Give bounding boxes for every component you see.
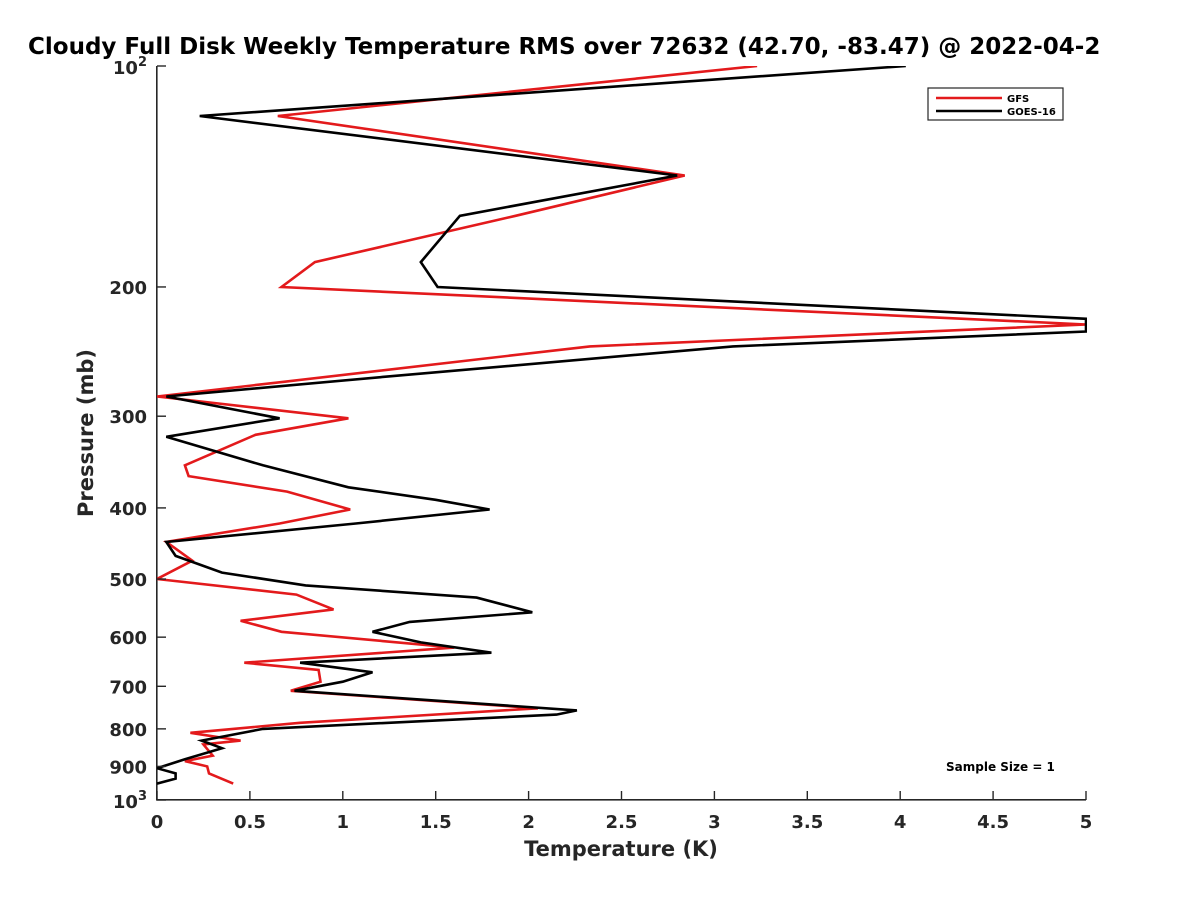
series-line-goes-16 [157,66,1087,785]
y-tick-label: 102 [113,55,147,79]
y-tick-label: 200 [109,278,147,299]
x-tick-label: 1 [337,812,350,833]
y-tick-label: 500 [109,570,147,591]
y-tick-label: 103 [113,789,147,813]
y-tick-label: 600 [109,628,147,649]
legend-label: GFS [1007,94,1029,105]
y-tick-label: 300 [109,407,147,428]
y-tick-label-exponent: 2 [138,55,147,70]
y-tick-label: 900 [109,757,147,778]
y-tick-label: 800 [109,720,147,741]
series-line-gfs [157,66,1087,785]
y-tick-label-exponent: 3 [138,789,147,804]
x-tick-label: 2 [522,812,535,833]
x-tick-label: 5 [1080,812,1093,833]
x-axis: 0 0.5 1 1.5 2 2.5 3 3.5 4 4.5 5 [151,791,1093,833]
x-tick-label: 1.5 [420,812,452,833]
x-tick-label: 4 [894,812,907,833]
y-tick-label: 700 [109,677,147,698]
x-tick-label: 3 [708,812,721,833]
legend-box [927,87,1064,121]
chart-title: Cloudy Full Disk Weekly Temperature RMS … [28,34,1100,60]
x-tick-label: 2.5 [606,812,638,833]
y-tick-label-base: 10 [113,792,138,813]
y-tick-label: 400 [109,499,147,520]
x-tick-label: 3.5 [791,812,823,833]
x-tick-label: 4.5 [977,812,1009,833]
sample-size-annotation: Sample Size = 1 [946,760,1055,774]
y-tick-label-base: 10 [113,58,138,79]
x-axis-label: Temperature (K) [524,837,718,861]
series-layer [157,66,1087,785]
y-axis-label: Pressure (mb) [74,349,98,517]
x-tick-label: 0 [151,812,164,833]
legend: GFS GOES-16 [927,87,1064,121]
plot-frame-left [156,66,158,800]
x-tick-label: 0.5 [234,812,266,833]
legend-label: GOES-16 [1007,107,1056,118]
